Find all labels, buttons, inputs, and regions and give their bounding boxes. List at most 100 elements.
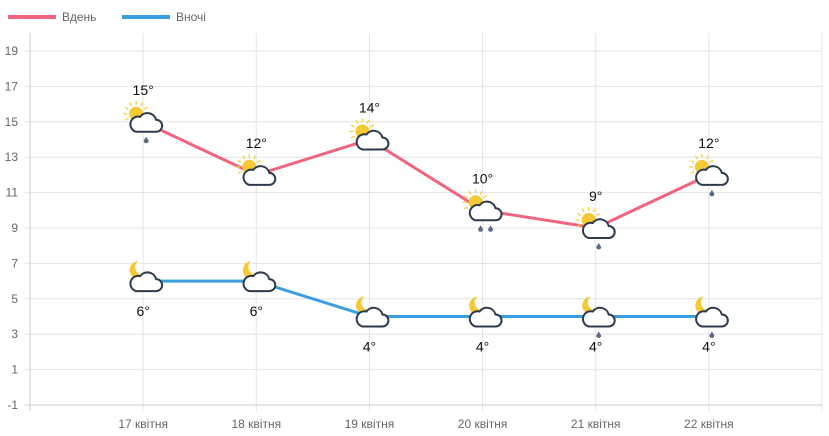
sun-ray [350,124,355,128]
data-label: 15° [133,82,154,98]
rain-drop [488,225,494,232]
moon [355,296,374,315]
cloud [468,306,503,328]
sun-ray [237,170,242,174]
data-label: 9° [589,188,602,204]
rain-drop [709,189,715,197]
sun-ray [366,119,370,125]
sun-ray [463,206,469,210]
cloud [242,165,277,186]
cloud [582,306,616,328]
moon-cloud-icon [695,296,729,338]
sun-ray [709,159,714,163]
sun-ray [690,170,695,174]
y-tick-label: 5 [11,292,18,306]
cloud [695,306,729,328]
sun-ray [468,190,472,195]
y-tick-label: 17 [5,79,19,93]
data-label: 4° [363,339,376,355]
legend-label: Вночі [176,10,206,24]
moon-cloud-icon [582,296,616,338]
sun-ray [124,117,129,121]
x-tick-label: 18 квітня [231,417,281,431]
rain-drop [596,331,602,338]
x-tick-label: 22 квітня [684,417,734,431]
cloud [242,271,277,293]
rain-drop [143,136,149,144]
sun-ray [577,223,582,228]
y-tick-label: 9 [11,221,18,235]
sun-ray [355,119,359,125]
moon-cloud-icon [242,261,277,293]
data-label: 14° [359,100,380,116]
moon-cloud-icon [129,261,164,293]
sun-ray [479,190,483,195]
rain-drop [709,331,715,338]
sun-cloud-icon [349,118,390,151]
sun-ray [242,155,246,160]
sun-ray [143,106,148,110]
sun-ray [581,208,585,213]
rain-drop [596,243,602,250]
rain-drop [478,225,484,232]
sun-ray [596,212,601,217]
data-label: 6° [250,303,263,319]
x-tick-label: 21 квітня [571,417,621,431]
sun-ray [592,208,596,213]
sun-ray [350,135,355,139]
moon [129,261,148,280]
series-line-day [142,120,710,230]
sun-ray [694,155,698,160]
y-tick-label: -1 [7,398,18,412]
sun-ray [690,159,695,163]
y-tick-label: 7 [11,256,18,270]
cloud [355,129,390,151]
sun-ray [369,124,375,128]
sun-ray [463,195,469,199]
data-label: 4° [702,339,715,355]
cloud [129,112,164,133]
sun-cloud-icon [575,207,616,250]
y-tick-label: 11 [6,186,19,200]
y-tick-label: 19 [5,44,19,58]
sun-ray [705,155,709,160]
data-label: 12° [246,135,267,151]
y-tick-label: 13 [5,150,19,164]
data-label: 4° [476,339,489,355]
moon [242,261,261,280]
sun-ray [140,102,144,107]
moon [695,296,713,315]
cloud [695,165,729,186]
cloud [355,306,390,328]
x-tick-label: 17 квітня [118,417,168,431]
sun-ray [124,106,129,110]
sun-cloud-icon [462,189,503,232]
x-tick-label: 20 квітня [458,417,508,431]
sun-cloud-icon [688,153,729,197]
sun-ray [253,155,257,160]
cloud [582,218,616,239]
moon-cloud-icon [355,296,390,328]
data-label: 6° [136,303,149,319]
sun-ray [483,195,488,199]
moon [469,296,487,315]
sun-ray [577,212,582,217]
sun-ray [237,159,242,163]
series-line-night [143,279,709,318]
data-label: 4° [589,339,602,355]
cloud [129,271,164,293]
y-tick-label: 3 [11,327,18,341]
sun-ray [129,102,133,107]
x-tick-label: 19 квітня [345,417,395,431]
cloud [468,200,503,222]
moon-cloud-icon [468,296,503,328]
sun-cloud-icon [236,153,277,186]
y-tick-label: 15 [5,115,19,129]
sun-cloud-icon [123,100,164,144]
legend-label: Вдень [62,10,96,24]
moon [582,296,600,315]
sun-ray [256,159,261,163]
data-label: 12° [698,135,719,151]
